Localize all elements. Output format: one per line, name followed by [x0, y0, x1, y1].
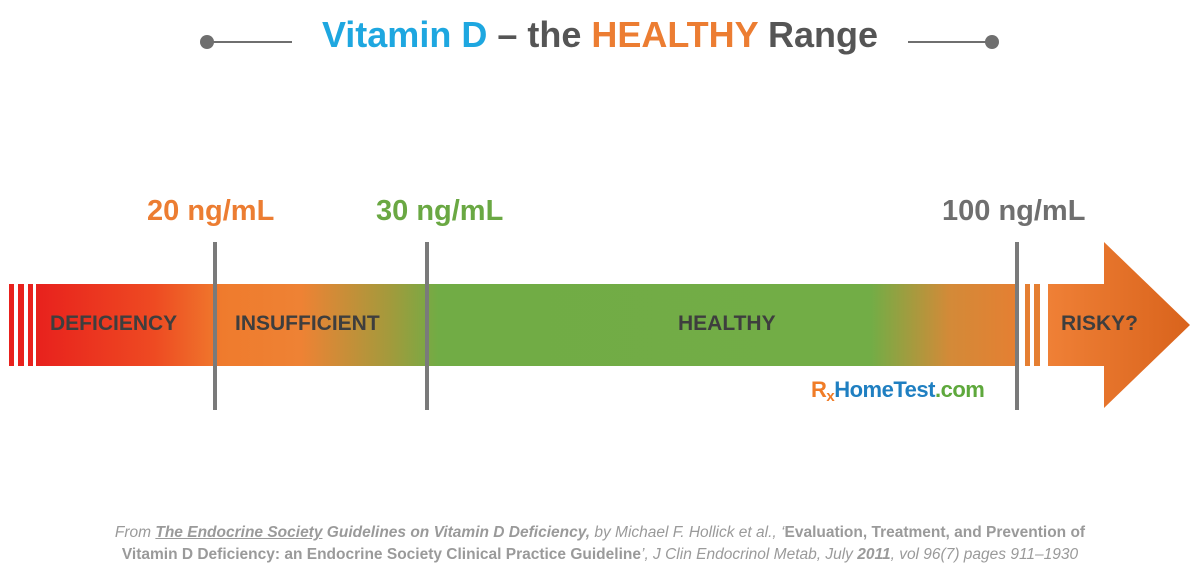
- citation-guidelines: Guidelines on Vitamin D Deficiency,: [322, 524, 591, 541]
- right-stripe-1: [1025, 284, 1030, 366]
- marker-label-30: 30 ng/mL: [376, 195, 504, 227]
- range-label-healthy: HEALTHY: [678, 312, 776, 335]
- title-right-line: [908, 41, 988, 43]
- citation-society: The Endocrine Society: [155, 524, 323, 541]
- title-healthy: HEALTHY: [591, 14, 759, 55]
- brand-x: x: [826, 388, 835, 405]
- citation-volume: , vol 96(7) pages 911–1930: [890, 546, 1079, 563]
- title-vitamin-d: Vitamin D: [321, 14, 488, 55]
- brand-dotcom: .com: [934, 377, 985, 402]
- brand-home: Home: [834, 377, 894, 402]
- brand-r: R: [811, 377, 827, 402]
- title-range: Range: [758, 14, 879, 55]
- citation-year: 2011: [857, 546, 891, 563]
- range-label-deficiency: DEFICIENCY: [50, 312, 178, 335]
- divider-20: [213, 242, 217, 410]
- left-stripe-2: [18, 284, 24, 366]
- range-label-risky: RISKY?: [1061, 312, 1139, 335]
- title-row: Vitamin D – the HEALTHY Range: [0, 8, 1200, 64]
- brand-logo: RxHomeTest.com: [811, 377, 985, 405]
- citation-quote-close: ’: [640, 546, 645, 563]
- title-left-dot: [200, 35, 214, 49]
- citation-from: From: [114, 524, 156, 541]
- marker-label-20: 20 ng/mL: [147, 195, 275, 227]
- left-stripe-1: [9, 284, 14, 366]
- citation-journal: , J Clin Endocrinol Metab, July: [644, 546, 858, 563]
- citation-authors: by Michael F. Hollick et al., ‘: [590, 524, 785, 541]
- left-stripe-3: [28, 284, 33, 366]
- citation: From The Endocrine Society Guidelines on…: [0, 522, 1200, 566]
- title-right-dot: [985, 35, 999, 49]
- divider-30: [425, 242, 429, 410]
- title-left-line: [212, 41, 292, 43]
- right-stripe-2: [1034, 284, 1040, 366]
- divider-100: [1015, 242, 1019, 410]
- citation-article-line1: Evaluation, Treatment, and Prevention of: [784, 524, 1086, 541]
- risky-arrow: [1048, 242, 1190, 408]
- brand-test: Test: [893, 377, 935, 402]
- range-label-insufficient: INSUFFICIENT: [235, 312, 380, 335]
- range-band: [36, 284, 1018, 366]
- title-the: – the: [487, 14, 592, 55]
- page-title: Vitamin D – the HEALTHY Range: [0, 14, 1200, 56]
- citation-article-line2: Vitamin D Deficiency: an Endocrine Socie…: [121, 546, 641, 563]
- marker-label-100: 100 ng/mL: [942, 195, 1086, 227]
